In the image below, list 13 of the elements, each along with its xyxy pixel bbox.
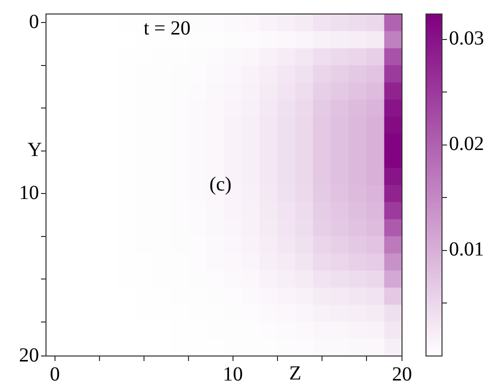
color-bar-label: 0.03 [449,28,484,50]
color-bar-label: 0.02 [449,133,484,156]
x-tick-label: 0 [50,363,60,386]
x-tick-label: 20 [392,363,412,386]
y-tick-label: 0 [29,10,39,33]
annotation: (c) [209,173,232,196]
x-tick-label: 10 [222,363,243,386]
annotation: t = 20 [144,18,190,40]
x-axis-title: Z [289,362,302,384]
y-tick-label: 10 [19,182,39,204]
color-bar-label: 0.01 [449,238,484,261]
y-tick-label: 20 [19,344,39,366]
y-axis-title: Y [28,139,42,162]
